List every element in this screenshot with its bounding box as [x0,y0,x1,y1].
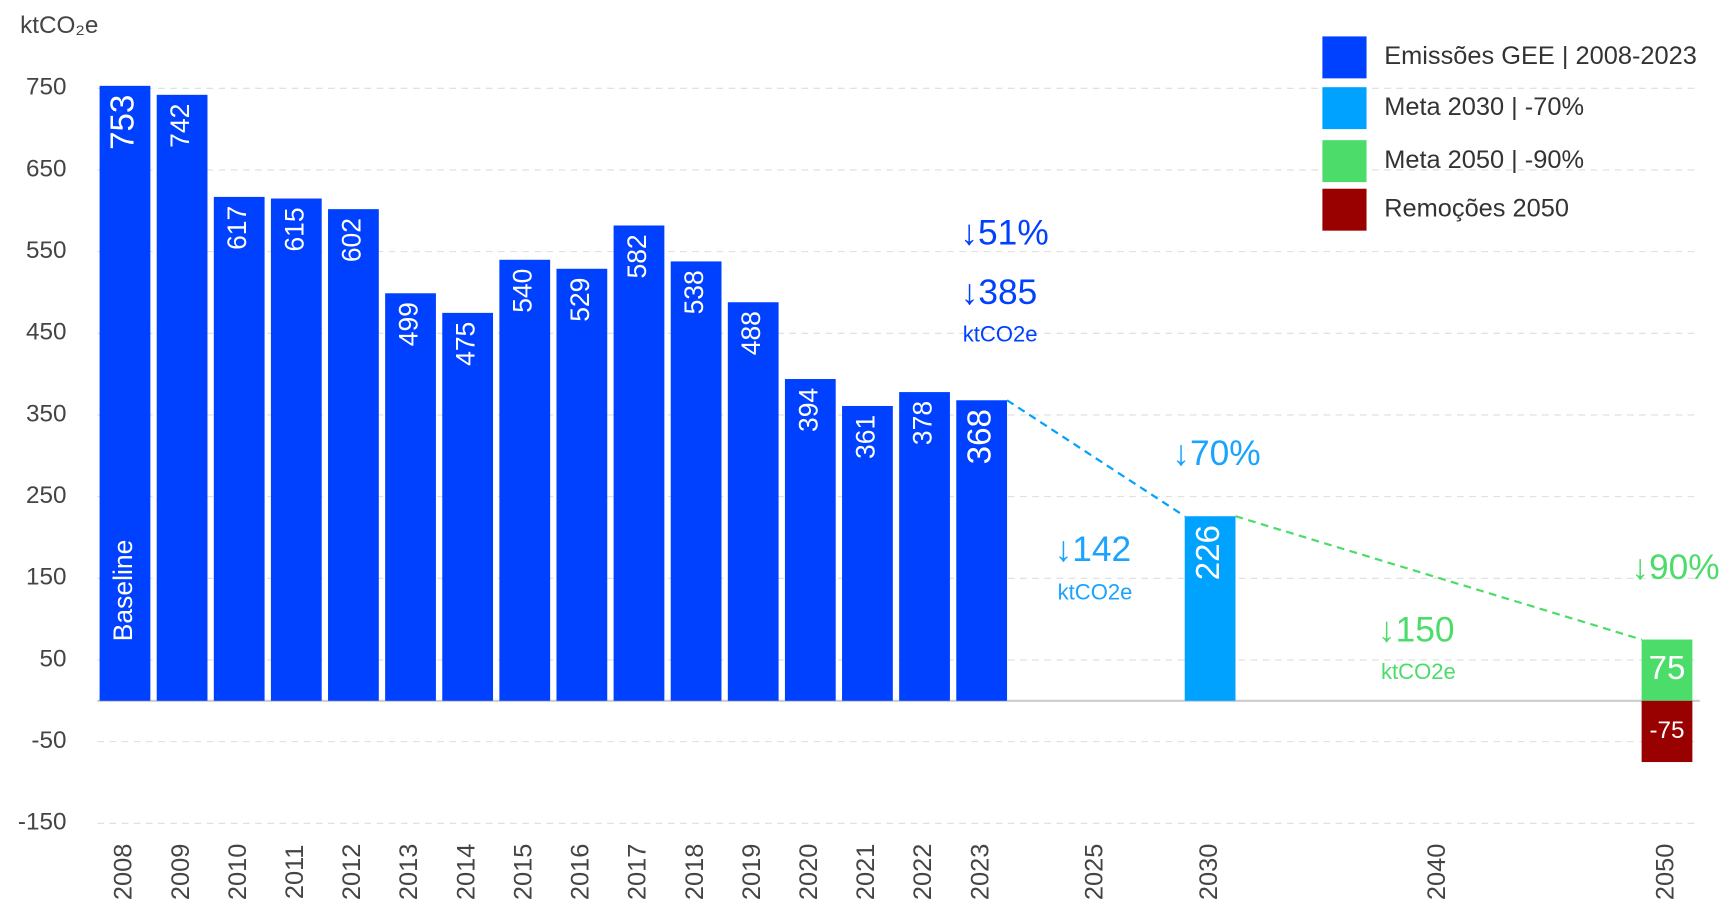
x-tick-label: 2023 [966,844,994,900]
x-tick-label: 2012 [338,844,366,900]
bar [842,405,893,701]
y-tick-label: 350 [26,400,67,427]
bar [442,312,494,701]
y-tick-label: 250 [26,482,67,509]
value-label: 499 [394,302,424,346]
value-label: 488 [736,311,766,355]
value-label: -75 [1649,717,1684,744]
bar [270,198,322,701]
x-tick-label: 2019 [738,844,766,900]
bar [99,85,151,701]
bar [1641,700,1693,763]
value-label: 538 [679,270,709,314]
value-label: 742 [165,104,195,148]
x-tick-label: 2010 [224,844,252,900]
x-tick-label: 2022 [909,844,937,900]
value-label: 378 [908,401,938,445]
y-tick-label: 550 [26,237,67,264]
annotation: Baseline [108,540,138,642]
x-tick-label: 2025 [1081,844,1109,900]
legend-swatch [1322,188,1367,231]
value-label: 368 [961,409,998,464]
x-tick-label: 2018 [681,844,709,900]
value-label: 394 [793,388,823,432]
trend-line [1235,515,1642,641]
value-label: 529 [565,278,595,322]
x-tick-label: 2011 [281,845,309,900]
legend-swatch [1322,140,1367,183]
bar [328,209,379,701]
value-label: 582 [622,234,652,278]
x-tick-label: 2016 [567,844,595,900]
annotation: ↓385 [961,273,1038,312]
y-tick-label: 650 [26,155,67,182]
value-label: 540 [508,269,538,313]
x-tick-label: 2014 [452,844,480,900]
bar [784,379,836,701]
y-tick-label: 450 [26,319,67,346]
y-tick-label: 750 [26,74,67,101]
bar [385,293,436,701]
y-tick-label: 150 [26,564,67,591]
value-label: 602 [336,218,366,262]
annotation: ktCO2e [963,321,1038,346]
annotation: ↓51% [960,213,1048,252]
x-tick-label: 2013 [395,844,423,900]
y-tick-label: 50 [39,645,66,672]
x-tick-label: 2015 [509,844,537,900]
value-label: 615 [279,207,309,251]
x-tick-label: 2040 [1423,844,1451,900]
value-label: 226 [1190,525,1227,580]
x-tick-label: 2050 [1652,844,1680,900]
x-tick-label: 2021 [852,844,880,900]
annotation: ktCO2e [1381,659,1456,684]
value-label: 475 [451,322,481,366]
bar [1641,639,1693,701]
bar [556,268,608,701]
annotation: ktCO2e [1058,580,1133,605]
bar [156,94,208,701]
value-label: 617 [222,206,252,250]
y-tick-label: -50 [31,727,66,754]
bar [1184,516,1236,701]
legend-swatch [1322,36,1367,79]
value-label: 753 [105,95,142,150]
bar [499,259,551,701]
value-label: 361 [850,415,880,459]
bar [727,302,779,701]
trend-line [1006,399,1186,518]
annotation: ↓70% [1172,434,1260,473]
value-label: 75 [1649,650,1686,687]
x-tick-label: 2030 [1195,844,1223,900]
x-tick-label: 2009 [167,844,195,900]
bar [670,261,722,701]
legend-label: Emissões GEE | 2008-2023 [1384,42,1697,70]
y-tick-label: -150 [18,809,67,836]
legend-swatch [1322,87,1367,130]
y-axis-label: ktCO₂e [20,12,98,39]
legend-label: Meta 2050 | -90% [1384,146,1584,174]
legend-label: Meta 2030 | -70% [1384,93,1584,121]
bar [613,225,665,701]
x-tick-label: 2020 [795,844,823,900]
x-tick-label: 2008 [110,844,138,900]
annotation: ↓142 [1055,530,1132,569]
bar [899,392,950,701]
legend-label: Remoções 2050 [1384,194,1569,222]
x-tick-label: 2017 [624,844,652,900]
annotation: ↓150 [1378,611,1455,650]
annotation: ↓90% [1631,548,1719,587]
bar [213,196,265,701]
bar [956,400,1008,701]
